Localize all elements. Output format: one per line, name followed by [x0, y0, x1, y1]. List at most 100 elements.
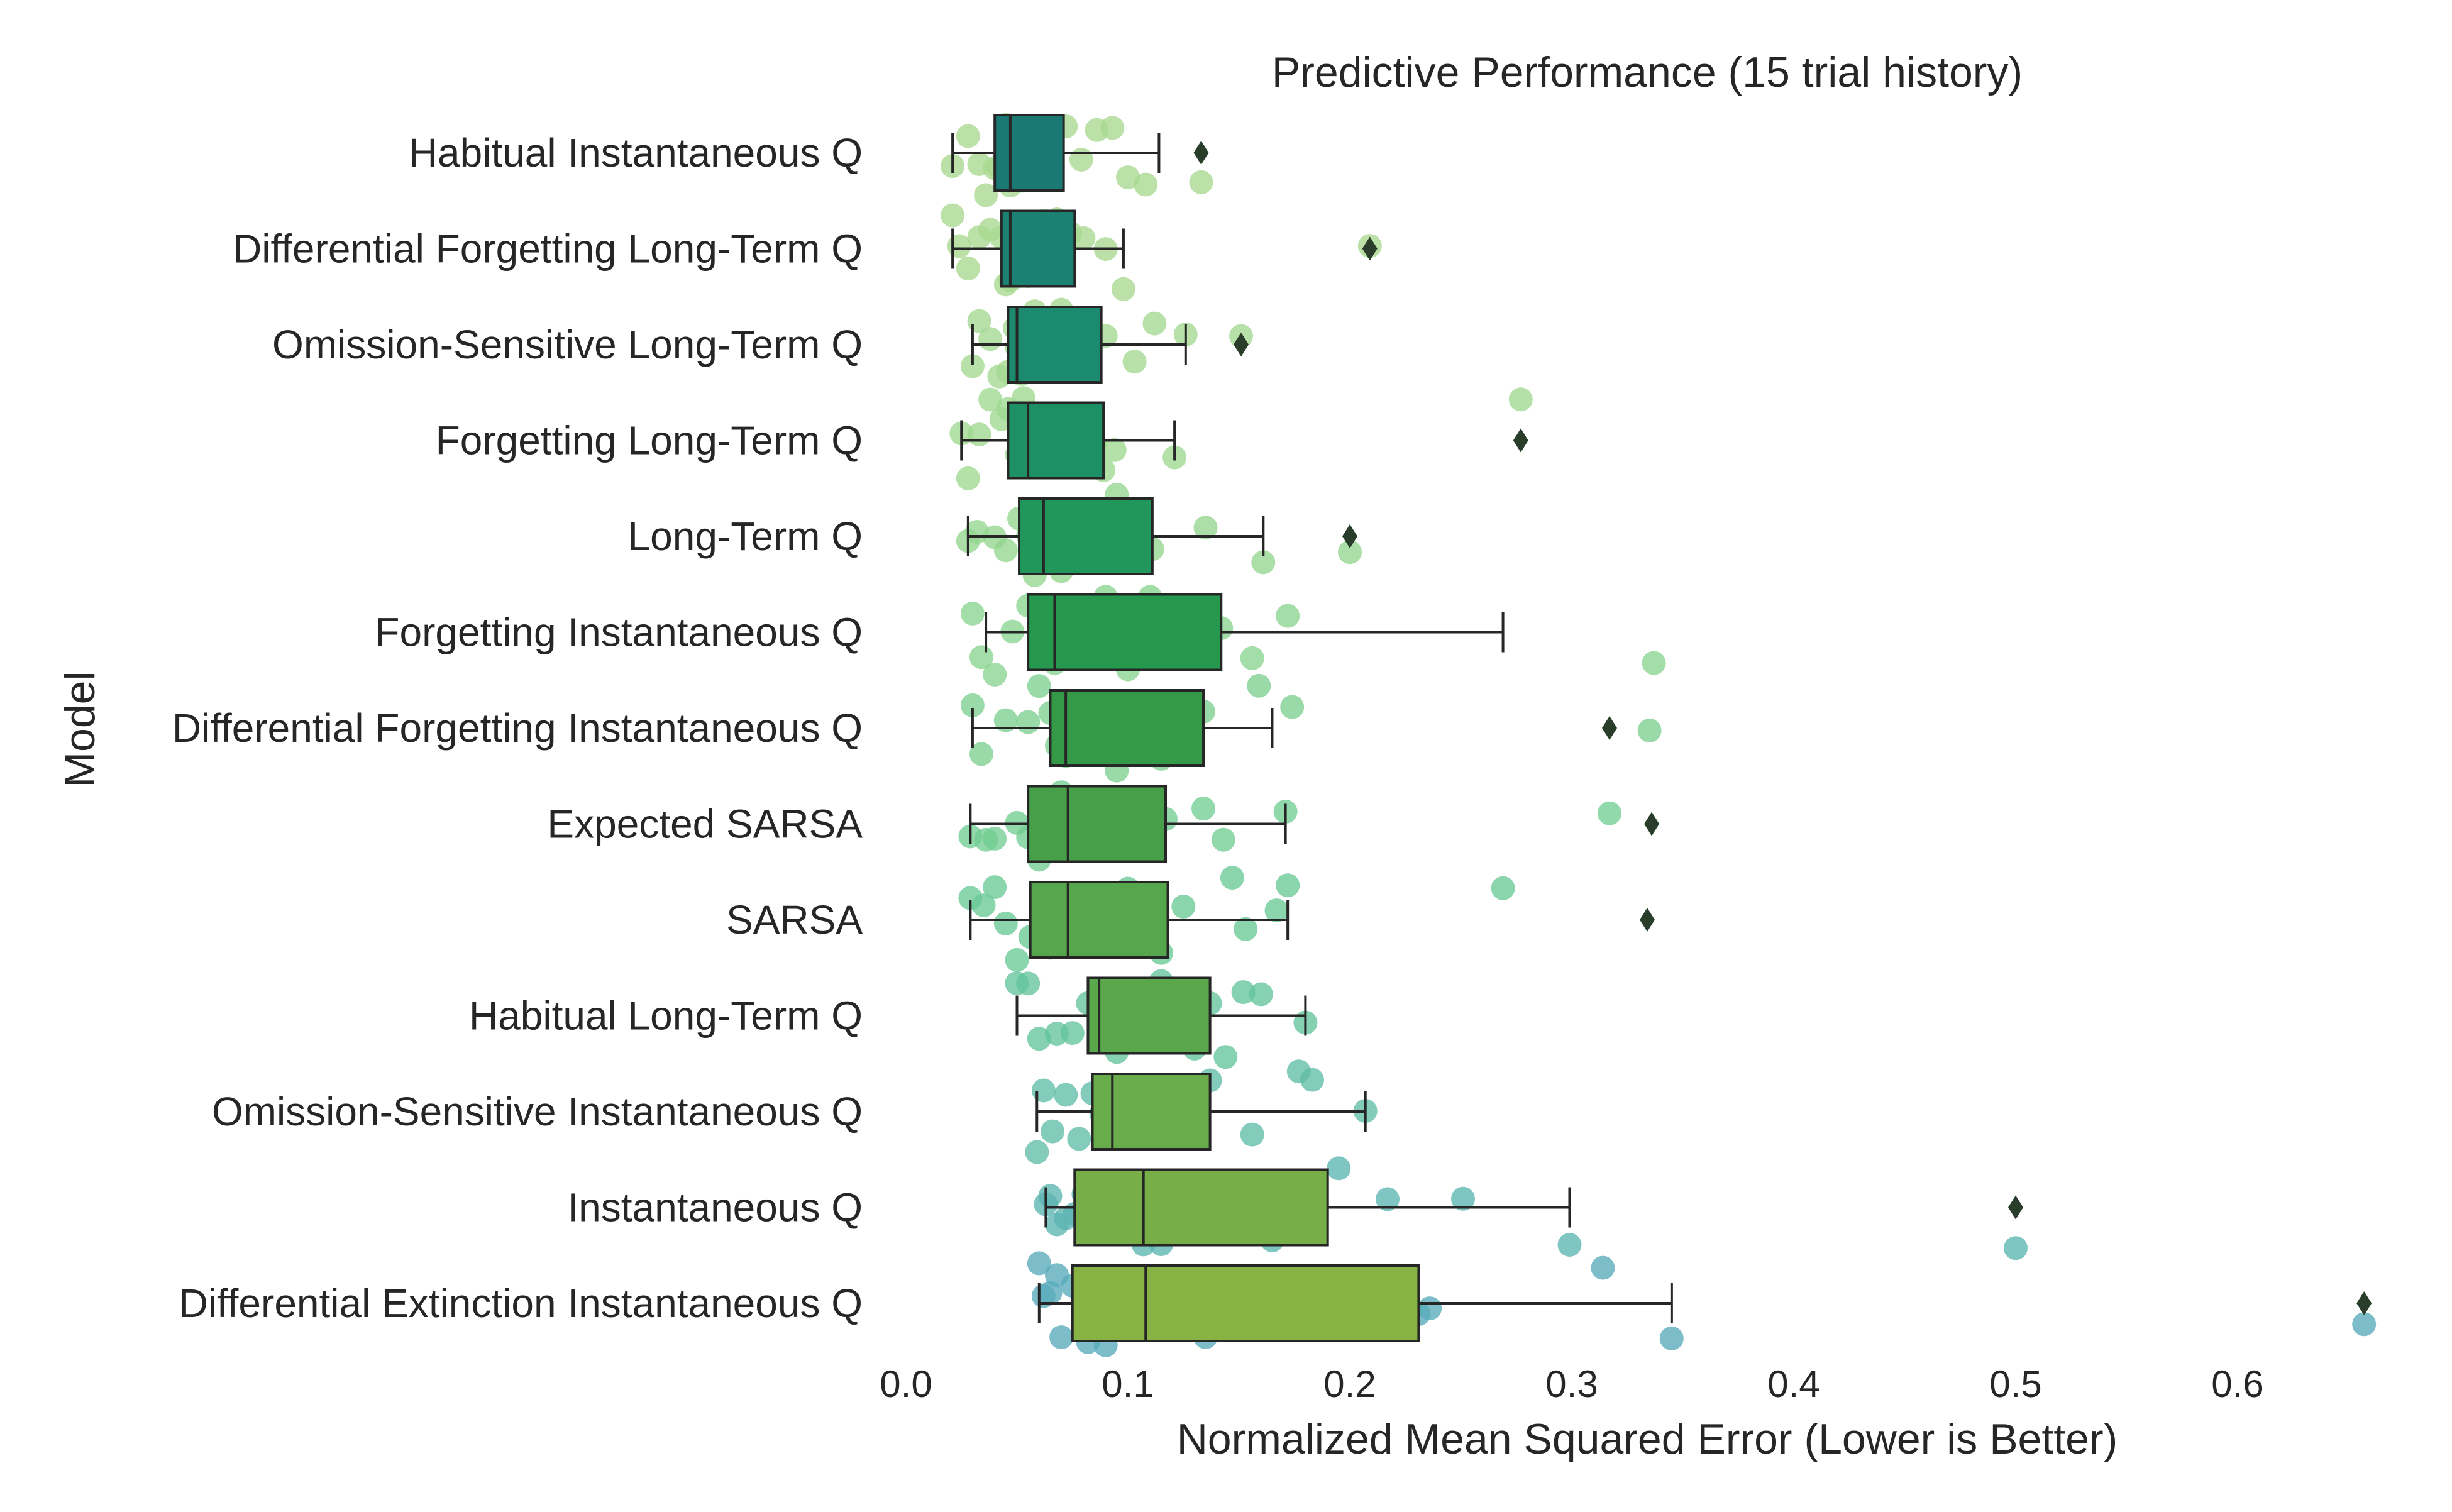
box-iqr [1071, 1264, 1420, 1342]
y-tick-label: Forgetting Instantaneous Q [375, 610, 863, 655]
outlier-marker [1513, 428, 1528, 453]
data-point [1240, 646, 1264, 670]
outlier-marker [1644, 812, 1660, 836]
chart-title: Predictive Performance (15 trial history… [1272, 48, 2023, 96]
y-tick-label: Omission-Sensitive Long-Term Q [272, 322, 863, 367]
data-point [941, 203, 965, 228]
data-point [1338, 540, 1362, 565]
box-iqr [1073, 1168, 1329, 1247]
data-point [1247, 673, 1271, 698]
x-axis-label: Normalized Mean Squared Error (Lower is … [1177, 1415, 2118, 1463]
outlier-marker [2008, 1195, 2023, 1220]
data-point [1642, 651, 1666, 675]
data-point [1276, 873, 1300, 898]
data-point [1016, 710, 1041, 734]
data-point [956, 257, 980, 280]
data-point [1659, 1326, 1684, 1350]
box-iqr [1018, 497, 1154, 575]
box-iqr [1000, 209, 1076, 288]
y-tick-label: Instantaneous Q [567, 1185, 863, 1230]
data-point [1264, 898, 1289, 923]
data-point [1300, 1068, 1324, 1092]
data-point [1031, 1078, 1056, 1103]
data-point [1102, 438, 1127, 462]
data-point [1134, 172, 1158, 197]
y-tick-label: Differential Forgetting Long-Term Q [233, 226, 863, 272]
box-iqr [1091, 1073, 1212, 1151]
data-point [1280, 695, 1305, 719]
data-point [983, 662, 1007, 687]
data-point [1491, 876, 1515, 900]
outlier-marker [1193, 141, 1209, 165]
data-point [960, 693, 985, 717]
data-point [1591, 1255, 1615, 1280]
y-tick-label: Differential Extinction Instantaneous Q [179, 1281, 863, 1326]
data-point [993, 911, 1018, 935]
data-point [974, 183, 998, 207]
data-point [1327, 1156, 1351, 1181]
box-iqr [1007, 306, 1103, 384]
x-tick-label: 0.6 [2211, 1363, 2263, 1405]
data-point [971, 893, 996, 917]
data-point [1016, 971, 1041, 996]
data-point [1240, 1122, 1264, 1147]
outlier-marker [1234, 333, 1249, 356]
data-point [1041, 1119, 1064, 1144]
data-point [1276, 604, 1300, 628]
x-tick-label: 0.1 [1102, 1363, 1154, 1405]
data-point [1376, 1187, 1400, 1211]
data-point [993, 708, 1018, 732]
x-tick-label: 0.3 [1545, 1363, 1598, 1405]
data-point [1211, 827, 1235, 852]
data-point [2004, 1236, 2028, 1261]
outlier-marker [1342, 524, 1357, 548]
data-point [1418, 1296, 1442, 1321]
outlier-marker [1362, 236, 1378, 261]
data-point [1234, 917, 1258, 941]
data-point [978, 387, 1003, 412]
x-tick-label: 0.4 [1767, 1363, 1820, 1405]
data-point [1171, 894, 1196, 919]
data-point [1067, 1127, 1091, 1151]
y-tick-label: Expected SARSA [547, 802, 863, 847]
data-point [1049, 1325, 1074, 1350]
y-tick-label: SARSA [726, 897, 863, 942]
x-tick-label: 0.5 [1989, 1363, 2041, 1405]
x-tick-label: 0.2 [1323, 1363, 1376, 1405]
data-point [1069, 147, 1093, 172]
data-point [1038, 1184, 1063, 1208]
data-point [1122, 350, 1147, 374]
data-point [1508, 387, 1533, 412]
data-point [1451, 1186, 1475, 1211]
outlier-marker [1640, 908, 1655, 932]
data-point [1191, 797, 1215, 821]
data-point [1027, 1251, 1051, 1276]
data-point [1054, 1083, 1078, 1107]
data-point [1598, 801, 1621, 825]
data-point [983, 826, 1007, 851]
data-point [967, 422, 991, 447]
data-point [1557, 1233, 1582, 1257]
data-point [1213, 1045, 1238, 1069]
data-point [1027, 674, 1051, 698]
box-iqr [1027, 593, 1223, 671]
data-point [1220, 866, 1244, 890]
data-point [1231, 980, 1256, 1005]
box-iqr [1007, 401, 1105, 480]
data-point [960, 601, 985, 626]
y-tick-label: Habitual Long-Term Q [469, 993, 863, 1039]
data-point [1637, 718, 1662, 742]
data-point [1142, 311, 1167, 336]
box-iqr [1086, 976, 1212, 1055]
data-point [1005, 947, 1029, 972]
y-tick-label: Long-Term Q [628, 514, 863, 559]
box-iqr [1027, 785, 1168, 863]
y-tick-label: Forgetting Long-Term Q [436, 418, 863, 463]
data-point [978, 327, 1003, 351]
y-axis-label: Model [56, 671, 104, 787]
data-point [1111, 277, 1135, 301]
outlier-marker [2356, 1291, 2372, 1315]
box-iqr [1029, 881, 1169, 959]
